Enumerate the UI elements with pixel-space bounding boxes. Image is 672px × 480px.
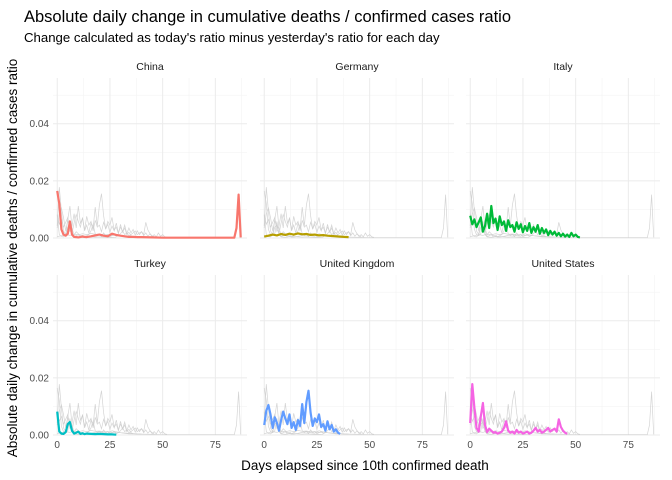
chart-title: Absolute daily change in cumulative deat… [24, 8, 511, 26]
y-tick-label: 0.02 [30, 373, 50, 384]
background-series-line [56, 205, 167, 238]
x-tick-label: 25 [311, 440, 323, 451]
x-tick-label: 75 [210, 440, 222, 451]
facet-panels: China 0.00 0.02 0.04 Germany Italy Turkey 0 25 50… [30, 61, 660, 451]
facet-united-states: United States 0 25 50 75 [466, 258, 660, 451]
background-series-line [263, 402, 374, 435]
x-tick-label: 50 [157, 440, 169, 451]
facet-turkey: Turkey 0 25 50 75 0.00 0.02 0.04 [30, 258, 247, 451]
facet-label: United Kingdom [320, 258, 395, 270]
series-line [469, 383, 568, 435]
facet-italy: Italy [466, 61, 660, 239]
x-tick-label: 0 [54, 440, 60, 451]
background-series-line [56, 402, 167, 435]
y-tick-label: 0.04 [30, 316, 50, 327]
background-series-line [56, 384, 155, 435]
y-axis-title: Absolute daily change in cumulative deat… [5, 59, 20, 457]
background-series-line [469, 390, 547, 435]
facet-germany: Germany [260, 61, 454, 239]
x-tick-label: 75 [417, 440, 429, 451]
x-tick-label: 75 [623, 440, 635, 451]
series-line [263, 232, 349, 239]
chart-subtitle: Change calculated as today's ratio minus… [24, 30, 440, 45]
facet-united-kingdom: United Kingdom 0 25 50 75 [260, 258, 454, 451]
x-tick-label: 25 [104, 440, 116, 451]
background-series-line [57, 430, 142, 435]
y-tick-label: 0.02 [30, 176, 50, 187]
background-series-line [263, 384, 362, 435]
background-series-line [470, 233, 555, 238]
x-axis-title: Days elapsed since 10th confirmed death [241, 458, 489, 473]
background-series-line [263, 193, 341, 238]
facet-label: Germany [335, 61, 379, 73]
x-tick-label: 0 [467, 440, 473, 451]
background-series-line [469, 402, 580, 435]
facet-label: United States [531, 258, 594, 270]
facet-label: China [136, 61, 164, 73]
series-line [56, 411, 117, 436]
background-series-line [263, 205, 374, 238]
x-tick-label: 50 [570, 440, 582, 451]
facet-china: China 0.00 0.02 0.04 [30, 61, 247, 245]
y-tick-label: 0.00 [30, 234, 50, 245]
series-line [263, 389, 341, 435]
x-tick-label: 0 [261, 440, 267, 451]
background-series-line [264, 430, 349, 435]
x-tick-label: 50 [364, 440, 376, 451]
series-line [469, 204, 581, 239]
y-tick-label: 0.00 [30, 431, 50, 442]
x-tick-label: 25 [517, 440, 529, 451]
facet-label: Italy [553, 61, 573, 73]
facet-label: Turkey [134, 258, 166, 270]
y-tick-label: 0.04 [30, 119, 50, 130]
series-line [56, 190, 242, 239]
